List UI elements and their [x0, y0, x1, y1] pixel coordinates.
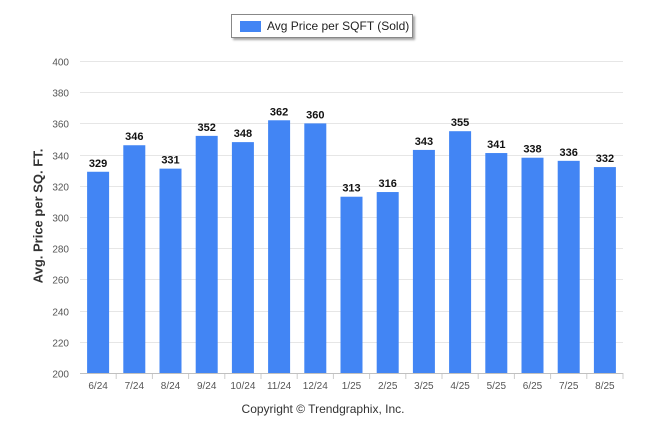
bar	[521, 157, 544, 373]
y-tick-label: 320	[52, 183, 69, 194]
legend: Avg Price per SQFT (Sold)	[231, 14, 413, 38]
bar	[123, 145, 146, 373]
x-tick-label: 8/25	[595, 381, 615, 392]
bar	[485, 153, 508, 373]
data-label: 329	[89, 158, 107, 170]
x-tick-label: 5/25	[487, 381, 507, 392]
data-label: 331	[161, 155, 179, 167]
x-tick-label: 1/25	[342, 381, 362, 392]
y-axis-ticks: 200 220 240 260 280 300 320 340 360 380 400	[52, 58, 69, 381]
y-tick-label: 200	[52, 370, 69, 381]
data-label: 355	[451, 117, 469, 129]
bar	[449, 131, 472, 373]
bar	[412, 149, 435, 373]
bar	[268, 120, 291, 373]
x-tick-label: 6/24	[88, 381, 108, 392]
data-label: 362	[270, 106, 288, 118]
bar	[231, 142, 254, 373]
x-tick-label: 12/24	[303, 381, 328, 392]
x-tick-label: 2/25	[378, 381, 398, 392]
copyright-credit: Copyright © Trendgraphix, Inc.	[241, 402, 405, 416]
data-label: 346	[125, 131, 143, 143]
x-tick-label: 7/24	[125, 381, 145, 392]
bar	[159, 168, 182, 373]
data-label: 336	[560, 147, 578, 159]
bar	[593, 167, 616, 373]
data-label: 332	[596, 153, 614, 165]
data-label: 343	[415, 136, 433, 148]
bar	[557, 160, 580, 373]
legend-label: Avg Price per SQFT (Sold)	[267, 19, 410, 33]
y-axis-label: Avg. Price per SQ. FT.	[30, 148, 46, 284]
x-tick-label: 10/24	[230, 381, 255, 392]
y-tick-label: 280	[52, 245, 69, 256]
data-label: 348	[234, 128, 252, 140]
data-label: 341	[487, 139, 505, 151]
y-tick-label: 360	[52, 120, 69, 131]
x-tick-label: 3/25	[414, 381, 434, 392]
x-axis-ticks: 6/24 7/24 8/24 9/24 10/24 11/24 12/24 1/25 2/25 3…	[88, 373, 624, 392]
data-label: 316	[379, 178, 397, 190]
data-label: 313	[342, 183, 360, 195]
data-label: 360	[306, 109, 324, 121]
y-tick-label: 340	[52, 152, 69, 163]
legend-swatch	[240, 20, 261, 32]
y-tick-label: 240	[52, 308, 69, 319]
y-tick-label: 400	[52, 58, 69, 69]
bar	[340, 196, 363, 373]
data-labels: 329 346 331 352 348 362 360 313 316 343 355 341 338 3…	[89, 106, 614, 194]
x-tick-label: 7/25	[559, 381, 579, 392]
data-label: 338	[523, 144, 541, 156]
x-tick-label: 9/24	[197, 381, 217, 392]
x-tick-label: 8/24	[161, 381, 181, 392]
bar	[195, 135, 218, 373]
bars	[87, 120, 616, 374]
data-label: 352	[198, 122, 216, 134]
x-tick-label: 6/25	[523, 381, 543, 392]
y-tick-label: 260	[52, 276, 69, 287]
y-tick-label: 300	[52, 214, 69, 225]
x-tick-label: 4/25	[450, 381, 470, 392]
bar	[87, 171, 110, 373]
y-tick-label: 220	[52, 339, 69, 350]
y-tick-label: 380	[52, 89, 69, 100]
bar	[304, 123, 327, 374]
x-tick-label: 11/24	[267, 381, 292, 392]
bar	[376, 192, 399, 373]
